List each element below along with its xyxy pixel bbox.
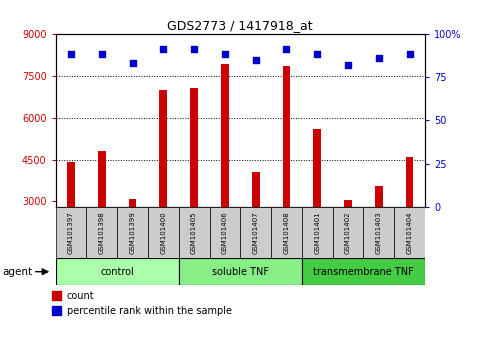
Point <box>252 57 259 62</box>
Bar <box>86 207 117 258</box>
Point <box>128 60 136 66</box>
Point <box>283 46 290 52</box>
Text: GSM101406: GSM101406 <box>222 211 228 254</box>
Text: GSM101401: GSM101401 <box>314 211 320 254</box>
Text: GSM101398: GSM101398 <box>99 211 105 254</box>
Bar <box>179 258 302 285</box>
Bar <box>128 199 136 207</box>
Text: GSM101407: GSM101407 <box>253 211 259 254</box>
Text: percentile rank within the sample: percentile rank within the sample <box>67 306 232 316</box>
Bar <box>344 200 352 207</box>
Bar <box>190 88 198 207</box>
Bar <box>252 172 259 207</box>
Bar <box>375 186 383 207</box>
Bar <box>179 207 210 258</box>
Bar <box>53 306 61 315</box>
Point <box>190 46 198 52</box>
Text: agent: agent <box>2 267 32 277</box>
Bar <box>302 207 333 258</box>
Bar <box>313 129 321 207</box>
Bar <box>221 64 229 207</box>
Bar <box>271 207 302 258</box>
Text: GSM101405: GSM101405 <box>191 211 197 254</box>
Bar <box>364 207 394 258</box>
Point <box>98 52 106 57</box>
Bar <box>117 207 148 258</box>
Point <box>344 62 352 68</box>
Point <box>406 52 413 57</box>
Bar <box>333 207 364 258</box>
Text: GSM101397: GSM101397 <box>68 211 74 254</box>
Point <box>375 55 383 61</box>
Point <box>313 52 321 57</box>
Bar <box>302 258 425 285</box>
Bar <box>56 207 86 258</box>
Text: transmembrane TNF: transmembrane TNF <box>313 267 414 277</box>
Title: GDS2773 / 1417918_at: GDS2773 / 1417918_at <box>168 19 313 33</box>
Bar <box>148 207 179 258</box>
Bar <box>394 207 425 258</box>
Text: GSM101400: GSM101400 <box>160 211 166 254</box>
Point <box>159 46 167 52</box>
Text: GSM101399: GSM101399 <box>129 211 136 254</box>
Point <box>221 52 229 57</box>
Text: control: control <box>100 267 134 277</box>
Point <box>67 52 75 57</box>
Text: count: count <box>67 291 94 301</box>
Text: soluble TNF: soluble TNF <box>212 267 269 277</box>
Text: GSM101404: GSM101404 <box>407 211 412 254</box>
Bar <box>159 90 167 207</box>
Bar <box>56 258 179 285</box>
Bar <box>406 157 413 207</box>
Text: GSM101402: GSM101402 <box>345 211 351 254</box>
Bar <box>240 207 271 258</box>
Bar <box>67 162 75 207</box>
Text: GSM101403: GSM101403 <box>376 211 382 254</box>
Bar <box>53 291 61 300</box>
Text: GSM101408: GSM101408 <box>284 211 289 254</box>
Bar <box>283 66 290 207</box>
Bar <box>210 207 240 258</box>
Bar <box>98 151 106 207</box>
